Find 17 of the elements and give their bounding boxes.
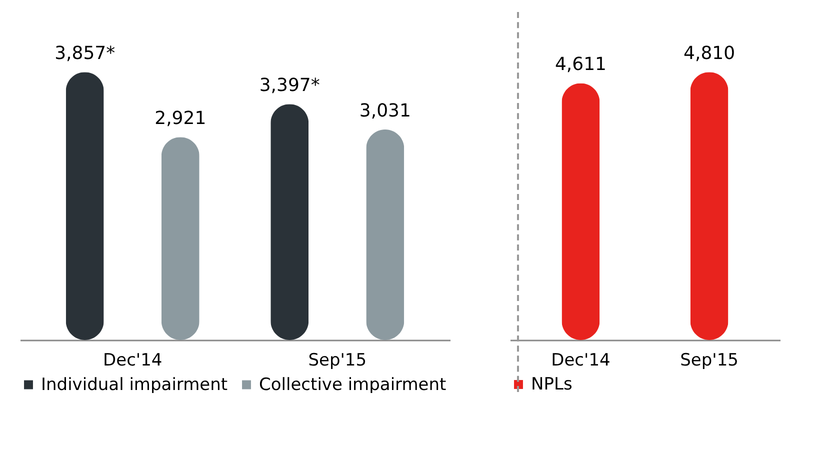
legend-label: Individual impairment	[41, 374, 228, 395]
data-label: 3,031	[359, 100, 411, 122]
x-tick-label: Sep'15	[308, 350, 367, 370]
x-tick-label: Sep'15	[680, 350, 738, 370]
x-tick-label: Dec'14	[103, 350, 162, 370]
data-label: 4,810	[684, 43, 736, 64]
data-label: 2,921	[154, 108, 206, 130]
data-label: 4,611	[554, 54, 606, 76]
data-label: 3,857*	[54, 43, 116, 64]
legend-label: NPLs	[531, 374, 572, 394]
bar	[66, 72, 104, 340]
legend-label: Collective impairment	[259, 374, 447, 395]
bar	[270, 104, 309, 340]
x-tick-label: Dec'14	[551, 350, 610, 370]
bar	[366, 130, 404, 340]
bar	[161, 137, 200, 340]
data-label: 3,397*	[259, 75, 320, 96]
